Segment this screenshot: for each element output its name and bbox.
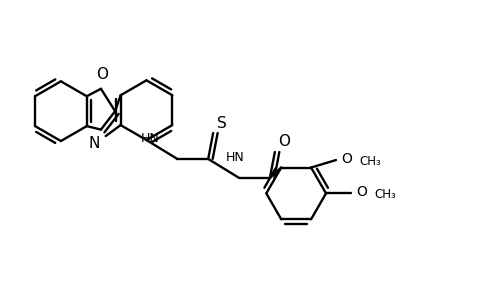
Text: CH₃: CH₃ (374, 188, 396, 201)
Text: CH₃: CH₃ (360, 155, 381, 168)
Text: O: O (278, 134, 290, 149)
Text: N: N (88, 136, 100, 151)
Text: S: S (217, 115, 227, 131)
Text: O: O (96, 67, 108, 82)
Text: HN: HN (226, 151, 245, 164)
Text: O: O (356, 185, 368, 199)
Text: HN: HN (140, 132, 160, 145)
Text: O: O (342, 152, 352, 165)
